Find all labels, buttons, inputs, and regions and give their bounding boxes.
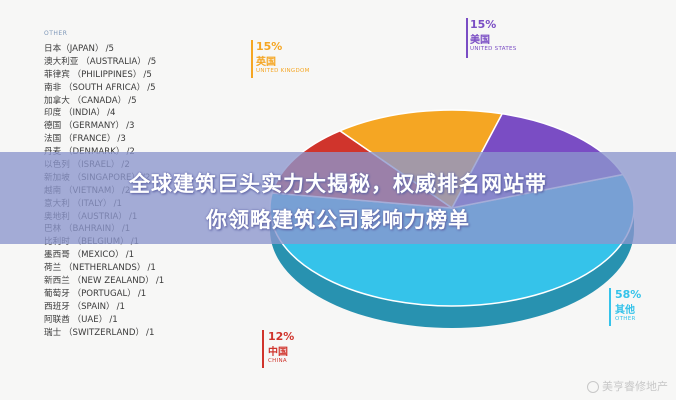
other-country: 印度 （INDIA） [44,108,106,119]
other-country: 葡萄牙 （PORTUGAL） [44,288,136,299]
other-list-item: 印度 （INDIA）/4 [44,107,244,120]
callout-uk-en: UNITED KINGDOM [256,68,310,74]
callout-uk-name: 英国 [256,57,276,68]
other-list-item: 日本（JAPAN）/5 [44,43,244,56]
other-country: 荷兰 （NETHERLANDS） [44,263,146,274]
other-country: 墨西哥 （MEXICO） [44,250,124,261]
other-count: /1 [146,327,155,338]
other-list-item: 西班牙 （SPAIN）/1 [44,301,244,314]
callout-other-percent: 58% [615,288,642,301]
banner-line-1: 全球建筑巨头实力大揭秘，权威排名网站带 [129,172,547,196]
other-country: 加拿大 （CANADA） [44,95,127,106]
callout-china-name: 中国 [268,347,288,358]
other-country: 菲律宾 （PHILIPPINES） [44,69,142,80]
callout-us-percent: 15% [470,18,497,31]
other-count: /5 [147,56,157,67]
callout-uk-percent: 15% [256,40,283,53]
other-count: /3 [117,134,126,145]
other-count: /5 [105,44,114,54]
other-list-item: 荷兰 （NETHERLANDS）/1 [44,262,244,275]
other-count: /5 [128,95,137,106]
watermark-logo-icon [587,381,599,393]
other-count: /5 [143,69,152,80]
other-count: /3 [126,121,135,132]
watermark-text: 美亨睿修地产 [602,380,668,393]
callout-china: 12% 中国 CHINA [268,330,294,364]
other-country: 南非 （SOUTH AFRICA） [44,82,146,93]
other-list-item: 德国 （GERMANY）/3 [44,120,244,133]
title-banner: 全球建筑巨头实力大揭秘，权威排名网站带 你领略建筑公司影响力榜单 [0,152,676,244]
callout-china-bar [262,330,264,368]
other-country: 瑞士 （SWITZERLAND） [44,327,145,338]
other-list-item: 新西兰 （NEW ZEALAND）/1 [44,275,244,288]
other-list-item: 南非 （SOUTH AFRICA）/5 [44,82,244,95]
callout-china-en: CHINA [268,358,287,364]
other-list-item: 葡萄牙 （PORTUGAL）/1 [44,288,244,301]
callout-us-name: 美国 [470,35,490,46]
callout-us: 15% 美国 UNITED STATES [470,18,517,52]
callout-other-name: 其他 [615,305,635,316]
watermark: 美亨睿修地产 [587,378,668,394]
other-country: 法国 （FRANCE） [44,134,116,145]
other-count: /1 [109,314,118,325]
other-country: 新西兰 （NEW ZEALAND） [44,276,154,287]
other-list-item: 阿联酋 （UAE）/1 [44,314,244,327]
callout-uk: 15% 英国 UNITED KINGDOM [256,40,310,74]
other-count: /1 [116,301,126,312]
other-count: /1 [147,263,156,274]
other-list-item: 墨西哥 （MEXICO）/1 [44,249,244,262]
other-list-item: 加拿大 （CANADA）/5 [44,95,244,108]
callout-us-en: UNITED STATES [470,46,517,52]
other-list-header: OTHER [44,30,68,37]
other-list-item: 菲律宾 （PHILIPPINES）/5 [44,69,244,82]
other-count: /1 [125,250,135,261]
callout-us-bar [466,18,468,58]
other-list-item: 法国 （FRANCE）/3 [44,133,244,146]
other-list-item: 澳大利亚 （AUSTRALIA）/5 [44,56,244,69]
other-count: /5 [147,82,156,93]
other-country: 德国 （GERMANY） [44,121,125,132]
other-country: 西班牙 （SPAIN） [44,301,115,312]
other-country: 澳大利亚 （AUSTRALIA） [44,56,146,67]
callout-other-bar [609,288,611,326]
pie-side-other [270,208,634,328]
callout-other: 58% 其他 OTHER [615,288,641,322]
other-count: /1 [155,276,165,287]
callout-other-en: OTHER [615,316,636,322]
callout-china-percent: 12% [268,330,295,343]
other-list-item: 瑞士 （SWITZERLAND）/1 [44,327,244,340]
other-country: 阿联酋 （UAE） [44,314,108,325]
callout-uk-bar [251,40,253,78]
other-country: 日本（JAPAN） [44,44,104,54]
other-count: /1 [137,288,147,299]
banner-line-2: 你领略建筑公司影响力榜单 [206,208,470,232]
other-count: /4 [107,108,116,119]
